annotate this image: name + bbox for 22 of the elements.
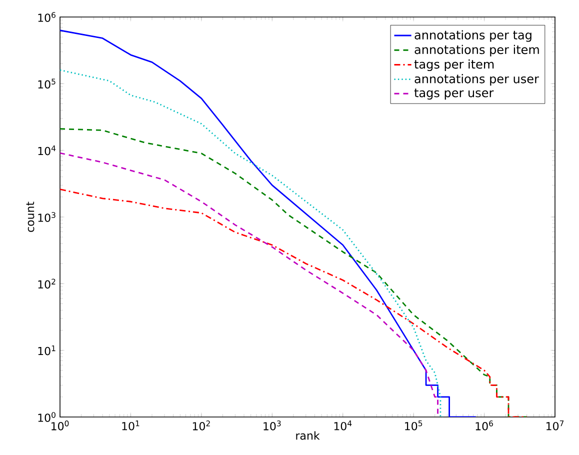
x-axis-title: rank (296, 431, 320, 440)
x-tick-label: 10$^{5}$ (405, 420, 422, 430)
x-tick-label: 10$^{2}$ (192, 420, 210, 430)
x-tick-label: 10$^{3}$ (264, 420, 281, 430)
legend-label: tags per user (414, 88, 494, 100)
legend-label: annotations per user (414, 74, 539, 86)
y-tick-label: 10$^{2}$ (38, 278, 56, 289)
x-tick-label: 10$^{0}$ (52, 420, 69, 430)
y-tick-label: 10$^{3}$ (38, 212, 56, 222)
x-tick-label: 10$^{6}$ (476, 420, 493, 430)
y-tick-label: 10$^{4}$ (38, 145, 56, 156)
y-tick-label: 10$^{5}$ (38, 78, 56, 89)
y-tick-label: 10$^{1}$ (38, 345, 56, 356)
legend-label: annotations per tag (414, 30, 532, 42)
y-tick-label: 10$^{6}$ (38, 12, 56, 22)
x-tick-label: 10$^{7}$ (546, 420, 564, 430)
y-axis-title: count (26, 202, 34, 232)
x-tick-label: 10$^{1}$ (122, 420, 140, 430)
y-tick-label: 10$^{0}$ (38, 412, 56, 422)
legend-label: tags per item (414, 59, 494, 72)
x-tick-label: 10$^{4}$ (334, 420, 352, 430)
legend-label: annotations per item (414, 44, 539, 56)
